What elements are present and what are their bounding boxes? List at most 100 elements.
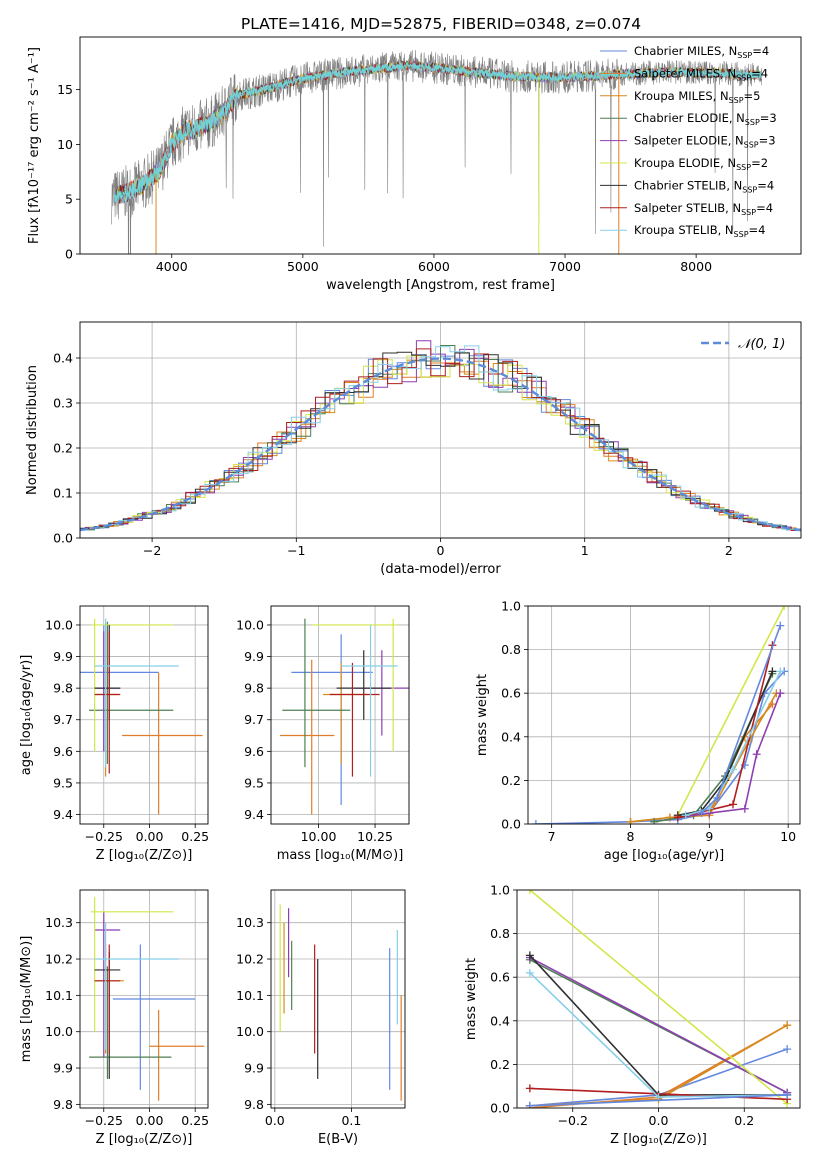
x-tick-label: 0.1 — [341, 1113, 361, 1128]
axes-frame — [79, 321, 802, 539]
legend-label-suffix: =4 — [751, 66, 768, 80]
x-tick-label: 10.00 — [301, 829, 337, 844]
x-axis-label: mass [log₁₀(M/M⊙)] — [277, 848, 404, 863]
y-tick-label: 9.9 — [244, 649, 264, 664]
legend-label-sub: SSP — [734, 230, 749, 239]
weight-point — [697, 809, 706, 818]
x-axis-label: (data-model)/error — [380, 562, 501, 577]
weight-point — [626, 817, 635, 824]
legend-label-suffix: =3 — [759, 134, 776, 148]
y-tick-label: 9.8 — [53, 1097, 73, 1112]
y-tick-label: 10.0 — [236, 617, 264, 632]
plot-area — [80, 618, 203, 815]
legend-label-suffix: =4 — [749, 223, 766, 237]
weight-point — [776, 621, 785, 630]
weight-point — [673, 813, 682, 822]
axes-frame — [79, 36, 802, 255]
model-line-best — [113, 60, 763, 203]
legend-label: Salpeter STELIB, NSSP=4 — [634, 201, 773, 217]
y-tick-label: 0.1 — [53, 486, 73, 501]
y-tick-label: 10.1 — [236, 988, 264, 1003]
weight-point — [681, 811, 690, 820]
weight-point — [776, 689, 785, 698]
legend-label-suffix: =2 — [751, 156, 768, 170]
weight-line-7 — [677, 671, 774, 817]
y-tick-label: 5 — [65, 192, 73, 207]
y-tick-label: 10.2 — [236, 952, 264, 967]
y-tick-label: 0.3 — [53, 396, 73, 411]
y-tick-label: 10.3 — [45, 915, 73, 930]
weight-point — [525, 1101, 534, 1108]
weight-point — [752, 750, 761, 759]
weight-line-5 — [529, 956, 788, 1094]
y-tick-label: 9.4 — [53, 807, 73, 822]
legend-label-sub: SSP — [744, 141, 759, 150]
legend-label-suffix: =4 — [752, 44, 769, 58]
y-tick-label: 15 — [57, 82, 73, 97]
histogram-7 — [80, 351, 801, 530]
y-tick-label: 0.8 — [490, 926, 510, 941]
y-tick-label: 0.2 — [53, 441, 73, 456]
y-tick-label: 10.1 — [45, 988, 73, 1003]
axes-frame — [516, 889, 801, 1109]
plot-area — [80, 340, 801, 532]
weight-point — [650, 817, 659, 824]
panel-mw-vs-Z: −0.2 0.0 0.2 0.0 0.2 0.4 0.6 0.8 1.0 Z [log₁₀(Z/Z… — [464, 883, 801, 1147]
legend-label: Kroupa STELIB, NSSP=4 — [634, 223, 765, 239]
weight-point — [740, 804, 749, 813]
legend-label: Kroupa MILES, NSSP=5 — [634, 89, 760, 105]
axes-frame — [79, 889, 209, 1109]
x-tick-label: 0.00 — [136, 829, 164, 844]
weight-point — [783, 1045, 792, 1054]
plot-area — [89, 897, 205, 1101]
weight-point — [728, 800, 737, 809]
weight-point — [665, 813, 674, 822]
legend-label-sub: SSP — [736, 73, 751, 82]
panel-spectrum: 4000 5000 6000 7000 8000 0 5 10 15 wavelength [An… — [27, 36, 802, 293]
panel-mass-vs-ebv: 0.0 0.1 9.8 9.9 10.0 10.1 10.2 10.3 E(B-V) — [236, 889, 406, 1147]
legend-label: Salpeter MILES, NSSP=4 — [634, 66, 768, 82]
y-tick-label: 0.0 — [501, 817, 521, 832]
y-tick-label: 10 — [57, 137, 73, 152]
legend-label-sub: SSP — [741, 208, 756, 217]
legend-label-sub: SSP — [742, 185, 757, 194]
legend-label-suffix: =5 — [744, 89, 761, 103]
x-tick-label: 9 — [705, 829, 713, 844]
y-tick-label: 0.2 — [501, 773, 521, 788]
x-tick-label: 0.0 — [265, 1113, 285, 1128]
axes-frame — [527, 605, 801, 825]
plot-area — [531, 606, 789, 824]
weight-point — [713, 793, 722, 802]
panel-residuals: −2 −1 0 1 2 0.0 0.1 0.2 0.3 0.4 (data-model)/error… — [25, 321, 802, 577]
x-tick-label: 10 — [780, 829, 796, 844]
weight-point — [728, 765, 737, 774]
weight-line-6 — [677, 606, 785, 816]
x-tick-label: 1 — [581, 543, 589, 558]
histogram-8 — [84, 348, 801, 531]
y-axis-label: Flux [fλ10⁻¹⁷ erg cm⁻² s⁻¹ A⁻¹] — [27, 47, 42, 244]
x-tick-label: −0.2 — [558, 1113, 588, 1128]
legend-label: 𝒩(0, 1) — [738, 337, 785, 352]
y-tick-label: 9.5 — [53, 775, 73, 790]
x-tick-label: 6000 — [418, 259, 450, 274]
y-tick-label: 0.0 — [490, 1101, 510, 1116]
x-tick-label: 5000 — [287, 259, 319, 274]
weight-line-10 — [700, 625, 782, 814]
weight-point — [525, 1084, 534, 1093]
x-tick-label: 7 — [548, 829, 556, 844]
y-axis-label: mass weight — [475, 674, 490, 756]
x-tick-label: 0.25 — [181, 1113, 209, 1128]
x-axis-label: Z [log₁₀(Z/Z⊙)] — [96, 1132, 193, 1147]
plot-area — [280, 618, 409, 815]
y-axis-label: Normed distribution — [25, 365, 40, 495]
legend-label-suffix: =4 — [756, 201, 773, 215]
y-tick-label: 1.0 — [490, 883, 510, 898]
histogram-2 — [84, 360, 801, 531]
x-axis-label: E(B-V) — [318, 1132, 358, 1147]
legend-label: Chabrier STELIB, NSSP=4 — [634, 178, 774, 194]
weight-point — [531, 820, 540, 824]
x-tick-label: 0.2 — [734, 1113, 754, 1128]
legend-label: Salpeter ELODIE, NSSP=3 — [634, 134, 776, 150]
weight-point — [525, 968, 534, 977]
